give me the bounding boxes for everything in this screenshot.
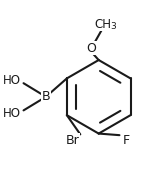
Text: O: O — [87, 42, 96, 54]
Text: B: B — [42, 90, 50, 103]
Text: F: F — [123, 134, 130, 147]
Text: CH: CH — [94, 17, 111, 31]
Text: Br: Br — [65, 134, 79, 147]
Text: HO: HO — [3, 74, 21, 86]
Text: 3: 3 — [110, 22, 116, 31]
Text: HO: HO — [3, 107, 21, 120]
